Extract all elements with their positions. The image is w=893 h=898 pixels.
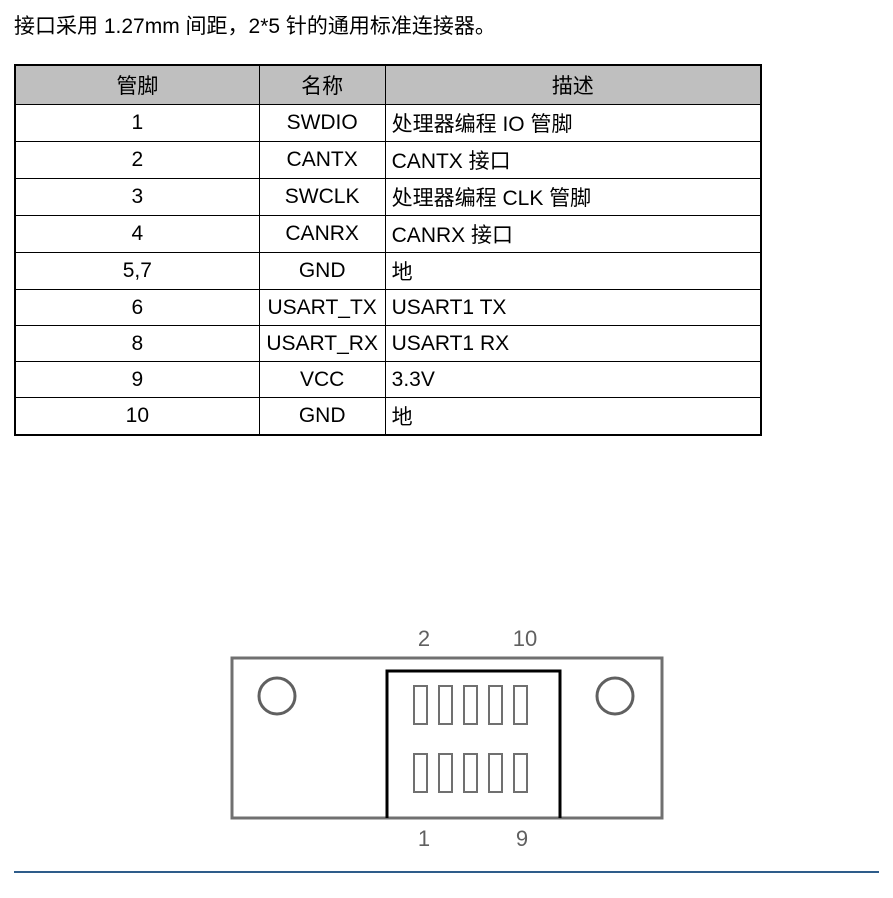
connector-svg: 2 10 1 9 [217,626,677,856]
cell-name: CANTX [259,142,385,179]
footer-line [14,871,879,873]
cell-pin: 1 [15,105,259,142]
cell-name: USART_RX [259,326,385,362]
table-row: 5,7 GND 地 [15,253,761,290]
cell-pin: 5,7 [15,253,259,290]
header-pin: 管脚 [15,65,259,105]
cell-desc: USART1 RX [385,326,761,362]
cell-name: VCC [259,362,385,398]
cell-name: SWCLK [259,179,385,216]
table-row: 4 CANRX CANRX 接口 [15,216,761,253]
cell-desc: 处理器编程 IO 管脚 [385,105,761,142]
connector-pin [514,754,527,792]
table-row: 6 USART_TX USART1 TX [15,290,761,326]
connector-pin [439,754,452,792]
header-desc: 描述 [385,65,761,105]
intro-text: 接口采用 1.27mm 间距，2*5 针的通用标准连接器。 [14,10,879,40]
cell-pin: 10 [15,398,259,436]
table-row: 2 CANTX CANTX 接口 [15,142,761,179]
mounting-hole-right [597,678,633,714]
table-row: 10 GND 地 [15,398,761,436]
connector-pin [414,754,427,792]
cell-pin: 2 [15,142,259,179]
connector-pin [489,754,502,792]
table-row: 8 USART_RX USART1 RX [15,326,761,362]
diagram-label-9: 9 [515,826,527,851]
cell-desc: USART1 TX [385,290,761,326]
cell-pin: 8 [15,326,259,362]
header-name: 名称 [259,65,385,105]
cell-pin: 6 [15,290,259,326]
table-row: 3 SWCLK 处理器编程 CLK 管脚 [15,179,761,216]
connector-pin [464,754,477,792]
diagram-label-10: 10 [512,626,536,651]
cell-desc: 3.3V [385,362,761,398]
cell-name: SWDIO [259,105,385,142]
table-header-row: 管脚 名称 描述 [15,65,761,105]
table-row: 1 SWDIO 处理器编程 IO 管脚 [15,105,761,142]
cell-pin: 4 [15,216,259,253]
diagram-label-1: 1 [417,826,429,851]
cell-desc: CANTX 接口 [385,142,761,179]
cell-desc: 地 [385,398,761,436]
cell-name: CANRX [259,216,385,253]
connector-pin [489,686,502,724]
mounting-hole-left [259,678,295,714]
cell-desc: CANRX 接口 [385,216,761,253]
cell-pin: 3 [15,179,259,216]
connector-pin [414,686,427,724]
cell-name: USART_TX [259,290,385,326]
pin-table: 管脚 名称 描述 1 SWDIO 处理器编程 IO 管脚 2 CANTX CAN… [14,64,762,436]
diagram-label-2: 2 [417,626,429,651]
connector-diagram: 2 10 1 9 [14,626,879,866]
cell-name: GND [259,398,385,436]
cell-desc: 处理器编程 CLK 管脚 [385,179,761,216]
table-row: 9 VCC 3.3V [15,362,761,398]
cell-name: GND [259,253,385,290]
cell-pin: 9 [15,362,259,398]
connector-pin [464,686,477,724]
connector-pin [439,686,452,724]
cell-desc: 地 [385,253,761,290]
connector-pin [514,686,527,724]
